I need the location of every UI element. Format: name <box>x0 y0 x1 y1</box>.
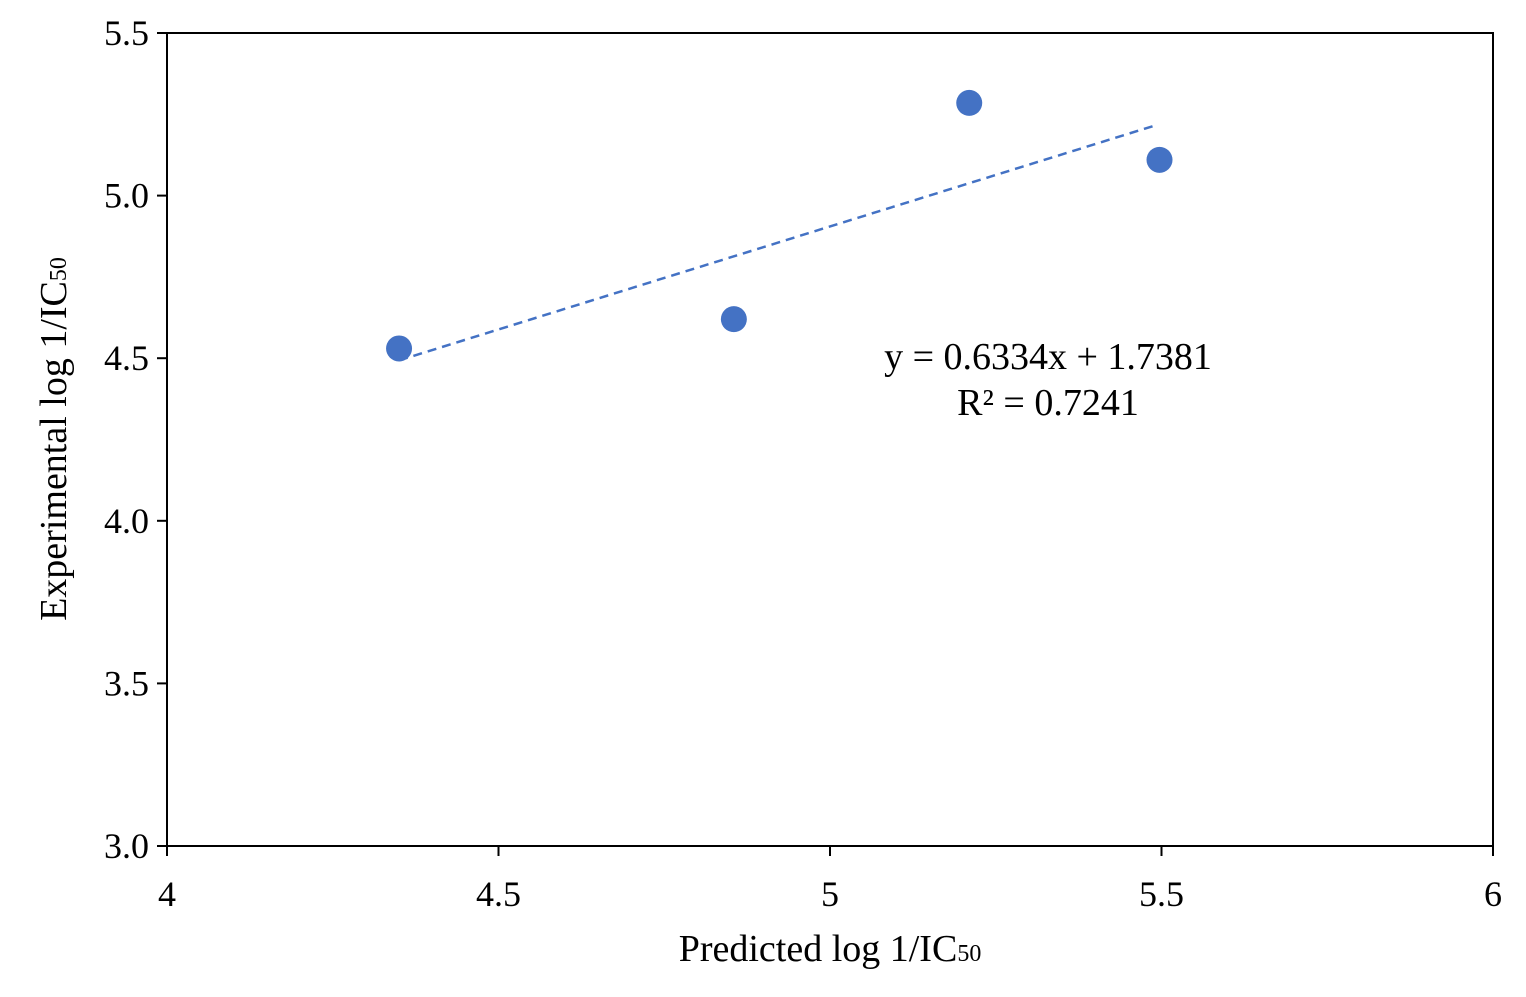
data-point <box>386 335 413 362</box>
data-point <box>720 306 747 333</box>
y-tick-label: 3.5 <box>104 663 149 703</box>
x-tick-label: 5 <box>821 874 839 914</box>
r-squared-label: R² = 0.7241 <box>957 382 1139 424</box>
y-axis-ticks: 3.0 3.5 4.0 4.5 5.0 5.5 <box>104 13 167 866</box>
x-axis-title: Predicted log 1/IC50 <box>679 928 982 970</box>
plot-area <box>166 32 1494 847</box>
y-tick-label: 4.0 <box>104 501 149 541</box>
y-tick-label: 4.5 <box>104 338 149 378</box>
x-tick-label: 6 <box>1484 874 1502 914</box>
y-tick-label: 3.0 <box>104 826 149 866</box>
x-axis-ticks: 4 4.5 5 5.5 6 <box>158 846 1502 914</box>
y-tick-label: 5.5 <box>104 13 149 53</box>
y-tick-label: 5.0 <box>104 176 149 216</box>
data-point <box>956 89 983 116</box>
equation-label: y = 0.6334x + 1.7381 <box>884 336 1212 378</box>
y-axis-title: Experimental log 1/IC50 <box>33 257 75 621</box>
x-tick-label: 5.5 <box>1139 874 1184 914</box>
data-point <box>1146 146 1173 173</box>
trendline <box>398 124 1156 362</box>
x-tick-label: 4 <box>158 874 176 914</box>
x-tick-label: 4.5 <box>476 874 521 914</box>
data-points <box>386 89 1173 362</box>
